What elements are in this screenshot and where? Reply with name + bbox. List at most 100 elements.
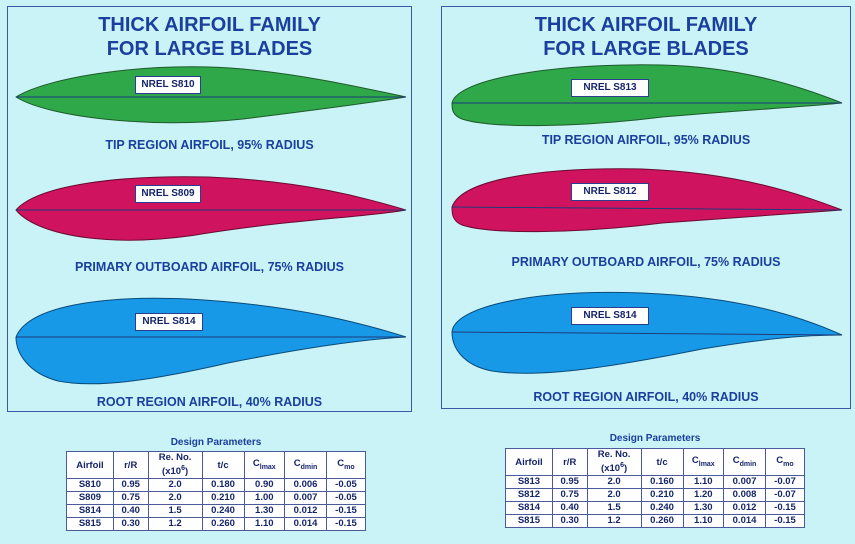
table-cell: 0.240: [640, 501, 684, 515]
table-cell: 1.00: [243, 491, 286, 505]
table-cell: 1.10: [243, 517, 286, 531]
table-cell: 1.30: [243, 504, 286, 518]
table-row: S813 0.95 2.0 0.160 1.10 0.007 -0.07: [505, 475, 806, 489]
table-cell: 0.008: [723, 488, 766, 502]
table-cell: 0.30: [112, 517, 149, 531]
airfoil-shape-s814: [451, 291, 843, 374]
table-cell: 0.260: [640, 514, 684, 528]
table-cell: 1.2: [147, 517, 203, 531]
table-cell: 0.014: [284, 517, 327, 531]
table-cell: 1.30: [682, 501, 725, 515]
airfoil-label-s814: NREL S814: [571, 307, 649, 325]
table-row: S815 0.30 1.2 0.260 1.10 0.014 -0.15: [66, 517, 367, 531]
col-header-airfoil: Airfoil: [66, 451, 114, 479]
table-cell: 0.95: [112, 478, 149, 492]
design-parameters-table-right: Airfoil r/R Re. No. (x106) t/c Clmax Cdmi…: [505, 448, 806, 528]
airfoil-shape-s814: [15, 297, 407, 385]
table-cell: 1.5: [586, 501, 642, 515]
airfoil-label-s814: NREL S814: [135, 313, 203, 331]
col-header-cdmin: Cdmin: [284, 451, 327, 479]
col-header-cdmin: Cdmin: [723, 448, 766, 476]
col-header-re: Re. No. (x106): [147, 451, 203, 479]
table-cell: 2.0: [586, 475, 642, 489]
table-cell: 0.260: [201, 517, 245, 531]
region-caption-primary: PRIMARY OUTBOARD AIRFOIL, 75% RADIUS: [511, 255, 781, 269]
region-caption-primary: PRIMARY OUTBOARD AIRFOIL, 75% RADIUS: [74, 260, 344, 274]
table-cell: -0.15: [764, 501, 806, 515]
table-cell: 0.40: [551, 501, 588, 515]
table-cell: -0.07: [764, 475, 806, 489]
table-cell: 0.40: [112, 504, 149, 518]
table-cell: S809: [66, 491, 114, 505]
table-cell: -0.15: [325, 504, 367, 518]
table-cell: 1.2: [586, 514, 642, 528]
table-cell: 1.10: [682, 514, 725, 528]
col-header-tc: t/c: [201, 451, 245, 479]
table-row: S810 0.95 2.0 0.180 0.90 0.006 -0.05: [66, 478, 367, 492]
region-caption-root: ROOT REGION AIRFOIL, 40% RADIUS: [533, 390, 759, 404]
table-cell: 0.007: [723, 475, 766, 489]
table-row: S814 0.40 1.5 0.240 1.30 0.012 -0.15: [66, 504, 367, 518]
right-airfoil-panel: THICK AIRFOIL FAMILY FOR LARGE BLADES NR…: [441, 6, 851, 409]
region-caption-root: ROOT REGION AIRFOIL, 40% RADIUS: [96, 395, 323, 409]
col-header-clmax: Clmax: [682, 448, 725, 476]
table-row: S815 0.30 1.2 0.260 1.10 0.014 -0.15: [505, 514, 806, 528]
col-header-tc: t/c: [640, 448, 684, 476]
table-cell: 1.20: [682, 488, 725, 502]
col-header-rr: r/R: [551, 448, 588, 476]
airfoil-label-s810: NREL S810: [135, 76, 201, 94]
table-cell: 2.0: [586, 488, 642, 502]
table-cell: 0.30: [551, 514, 588, 528]
table-cell: 2.0: [147, 478, 203, 492]
table-row: S812 0.75 2.0 0.210 1.20 0.008 -0.07: [505, 488, 806, 502]
col-header-re: Re. No. (x106): [586, 448, 642, 476]
panel-title-line2: FOR LARGE BLADES: [106, 38, 313, 60]
airfoil-label-s813: NREL S813: [571, 79, 649, 97]
table-cell: 2.0: [147, 491, 203, 505]
table-cell: S815: [66, 517, 114, 531]
col-header-clmax: Clmax: [243, 451, 286, 479]
table-row: S814 0.40 1.5 0.240 1.30 0.012 -0.15: [505, 501, 806, 515]
table-cell: -0.05: [325, 491, 367, 505]
table-cell: 0.90: [243, 478, 286, 492]
table-cell: -0.05: [325, 478, 367, 492]
table-cell: 0.75: [551, 488, 588, 502]
right-airfoil-shapes: [451, 64, 843, 374]
table-cell: S812: [505, 488, 553, 502]
table-cell: 0.210: [201, 491, 245, 505]
table-cell: 0.180: [201, 478, 245, 492]
table-cell: 0.014: [723, 514, 766, 528]
table-header-row: Airfoil r/R Re. No. (x106) t/c Clmax Cdmi…: [505, 448, 806, 476]
airfoil-shape-s809: [15, 176, 407, 241]
airfoil-shape-s810: [15, 66, 407, 124]
region-caption-tip: TIP REGION AIRFOIL, 95% RADIUS: [105, 138, 314, 152]
table-row: S809 0.75 2.0 0.210 1.00 0.007 -0.05: [66, 491, 367, 505]
table-cell: 0.75: [112, 491, 149, 505]
airfoil-label-s809: NREL S809: [135, 185, 201, 203]
col-header-cmo: Cmo: [325, 451, 367, 479]
left-airfoil-shapes: [15, 66, 407, 385]
table-cell: 0.012: [284, 504, 327, 518]
table-cell: 0.012: [723, 501, 766, 515]
table-cell: 0.240: [201, 504, 245, 518]
table-cell: S814: [505, 501, 553, 515]
table-cell: -0.15: [764, 514, 806, 528]
chord-line: [451, 206, 843, 211]
airfoil-label-s812: NREL S812: [571, 183, 649, 201]
table-body-right: S813 0.95 2.0 0.160 1.10 0.007 -0.07 S812 0.75 2.…: [505, 475, 806, 528]
table-cell: S810: [66, 478, 114, 492]
table-cell: S815: [505, 514, 553, 528]
design-parameters-title-left: Design Parameters: [170, 437, 262, 448]
table-cell: 0.95: [551, 475, 588, 489]
table-cell: S813: [505, 475, 553, 489]
table-header-row: Airfoil r/R Re. No. (x106) t/c Clmax Cdmi…: [66, 451, 367, 479]
col-header-rr: r/R: [112, 451, 149, 479]
table-cell: 1.10: [682, 475, 725, 489]
table-cell: S814: [66, 504, 114, 518]
col-header-airfoil: Airfoil: [505, 448, 553, 476]
table-body-left: S810 0.95 2.0 0.180 0.90 0.006 -0.05 S809 0.75 2.…: [66, 478, 367, 531]
design-parameters-table-left: Airfoil r/R Re. No. (x106) t/c Clmax Cdmi…: [66, 451, 367, 531]
left-airfoil-panel: THICK AIRFOIL FAMILY FOR LARGE BLADES NR…: [7, 6, 412, 412]
panel-title-line1: THICK AIRFOIL FAMILY: [534, 14, 758, 36]
table-cell: -0.07: [764, 488, 806, 502]
